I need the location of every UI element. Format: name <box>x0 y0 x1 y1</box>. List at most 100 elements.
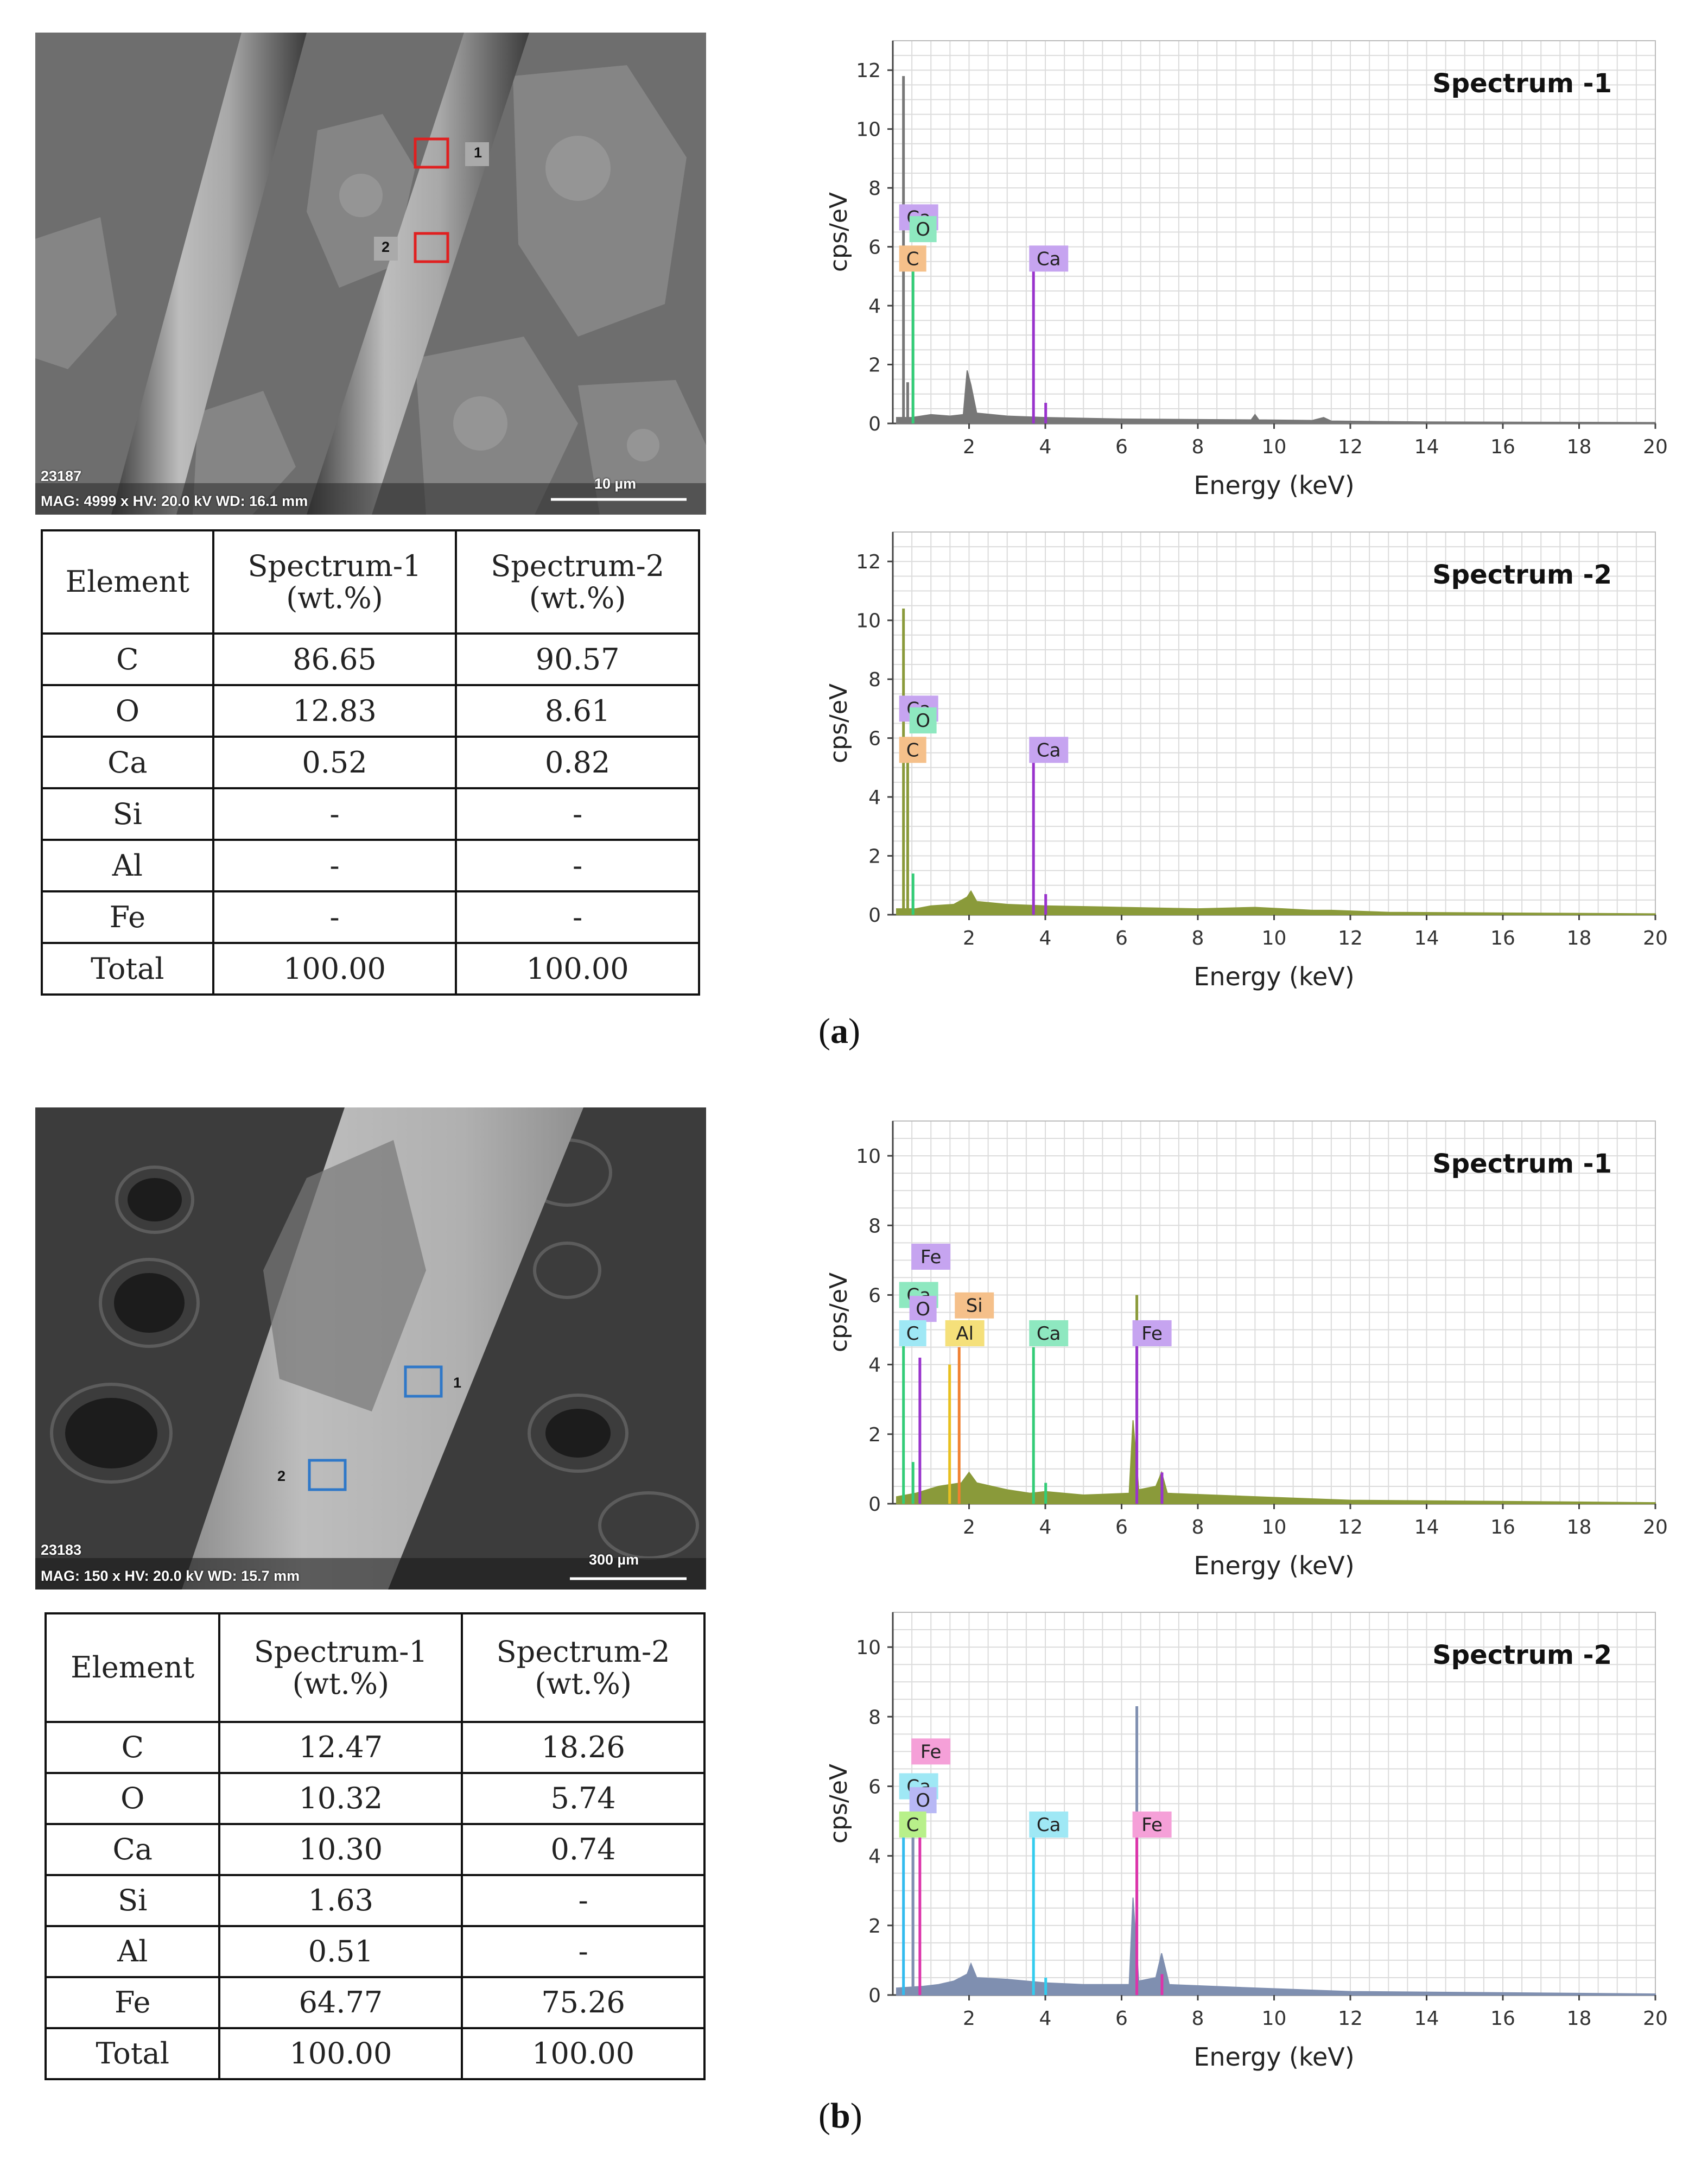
x-tick-label: 8 <box>1192 927 1204 949</box>
y-tick-label: 10 <box>856 119 881 141</box>
x-tick-label: 20 <box>1643 436 1668 458</box>
element-label: Fe <box>1141 1323 1163 1345</box>
x-tick-label: 18 <box>1567 927 1592 949</box>
chart-title: Spectrum -1 <box>1432 68 1612 99</box>
x-tick-label: 4 <box>1039 436 1052 458</box>
x-tick-label: 2 <box>963 1516 975 1538</box>
header-spectrum-1: Spectrum-1 (wt.%) <box>218 1612 463 1723</box>
x-tick-label: 16 <box>1490 436 1515 458</box>
element-label-bg <box>1029 737 1069 763</box>
element-label: Si <box>966 1295 983 1317</box>
caption-a: (a) <box>818 1011 860 1051</box>
y-tick-label: 2 <box>868 846 881 868</box>
element-label: C <box>906 1323 919 1345</box>
x-tick-label: 14 <box>1414 2008 1439 2030</box>
chart-svg: CaOCCa2468101214161820024681012Energy (k… <box>825 40 1668 500</box>
y-tick-label: 0 <box>868 904 881 927</box>
marker-box-1 <box>414 137 449 169</box>
x-tick-label: 14 <box>1414 1516 1439 1538</box>
table-row: O 12.83 8.61 <box>41 684 700 738</box>
y-tick-label: 10 <box>856 610 881 632</box>
x-tick-label: 10 <box>1262 1516 1287 1538</box>
element-label: O <box>916 710 930 732</box>
x-tick-label: 14 <box>1414 436 1439 458</box>
table-row: Si 1.63- <box>44 1874 706 1927</box>
x-axis-label: Energy (keV) <box>1193 1551 1354 1580</box>
eds-table-b: Element Spectrum-1 (wt.%) Spectrum-2 (wt.%… <box>44 1612 706 2080</box>
x-tick-label: 18 <box>1567 2008 1592 2030</box>
sem-info: MAG: 4999 x HV: 20.0 kV WD: 16.1 mm <box>41 493 308 509</box>
x-tick-label: 12 <box>1338 1516 1363 1538</box>
y-tick-label: 0 <box>868 1985 881 2007</box>
spectrum-area <box>896 370 1656 424</box>
header-spectrum-1: Spectrum-1 (wt.%) <box>212 529 458 635</box>
x-tick-label: 20 <box>1643 1516 1668 1538</box>
x-axis-label: Energy (keV) <box>1193 2042 1354 2072</box>
sem-id: 23183 <box>41 1542 82 1558</box>
eds-chart-a2: CaOCCa2468101214161820024681012Energy (k… <box>825 524 1672 1002</box>
eds-chart-b2: Fe Ca O C Ca Fe 2 4 6 8 10 12 14 16 18 20 0 2 4 6 8 10 Energy … <box>825 1604 1672 2082</box>
x-tick-label: 10 <box>1262 927 1287 949</box>
marker-box-1 <box>404 1365 443 1398</box>
table-row: Ca 10.30 0.74 <box>44 1823 706 1876</box>
x-tick-label: 10 <box>1262 2008 1287 2030</box>
x-tick-label: 8 <box>1192 436 1204 458</box>
marker-label-2: 2 <box>277 1468 286 1484</box>
element-label: O <box>916 1790 930 1812</box>
y-tick-label: 0 <box>868 413 881 435</box>
y-tick-label: 6 <box>868 237 881 259</box>
x-tick-label: 18 <box>1567 436 1592 458</box>
element-label: C <box>906 1814 919 1836</box>
y-tick-label: 2 <box>868 354 881 377</box>
table-row: Fe 64.77 75.26 <box>44 1976 706 2029</box>
table-row: Fe - - <box>41 890 700 944</box>
x-tick-label: 16 <box>1490 1516 1515 1538</box>
header-spectrum-2: Spectrum-2 (wt.%) <box>455 529 700 635</box>
y-tick-label: 2 <box>868 1424 881 1446</box>
y-axis-label: cps/eV <box>825 683 853 763</box>
chart-title: Spectrum -2 <box>1432 1640 1612 1670</box>
x-tick-label: 12 <box>1338 436 1363 458</box>
x-tick-label: 6 <box>1115 1516 1128 1538</box>
element-label: Ca <box>1037 248 1061 270</box>
spectrum-area <box>896 1420 1656 1504</box>
table-row: Si - - <box>41 787 700 841</box>
chart-title: Spectrum -2 <box>1432 560 1612 590</box>
x-tick-label: 8 <box>1192 2008 1204 2030</box>
y-tick-label: 0 <box>868 1493 881 1516</box>
x-tick-label: 4 <box>1039 2008 1052 2030</box>
sem-texture-a <box>35 33 706 515</box>
element-label-bg <box>955 1292 994 1319</box>
marker-box-2 <box>308 1459 347 1491</box>
x-tick-label: 20 <box>1643 927 1668 949</box>
element-label: Fe <box>920 1741 942 1763</box>
scale-bar-label: 300 µm <box>589 1552 639 1568</box>
chart-grid <box>892 1120 1656 1504</box>
y-tick-label: 4 <box>868 1846 881 1868</box>
element-label-bg <box>909 216 937 243</box>
sem-image-b: 1 2 23183 MAG: 150 x HV: 20.0 kV WD: 15.… <box>35 1107 706 1590</box>
element-label-bg <box>1029 1320 1069 1346</box>
y-tick-label: 4 <box>868 787 881 809</box>
element-label: Fe <box>920 1246 942 1268</box>
marker-label-1: 1 <box>453 1375 462 1391</box>
x-axis-label: Energy (keV) <box>1193 471 1354 500</box>
x-tick-label: 16 <box>1490 927 1515 949</box>
table-row: Ca 0.52 0.82 <box>41 736 700 789</box>
y-tick-label: 6 <box>868 1776 881 1798</box>
spectrum-area <box>896 1897 1656 1996</box>
y-tick-label: 10 <box>856 1145 881 1168</box>
element-label: Fe <box>1141 1814 1163 1836</box>
x-tick-label: 6 <box>1115 2008 1128 2030</box>
y-tick-label: 6 <box>868 728 881 750</box>
y-tick-label: 8 <box>868 669 881 691</box>
sem-image-a: 1 2 23187 MAG: 4999 x HV: 20.0 kV WD: 16… <box>35 33 706 515</box>
table-row: O 10.32 5.74 <box>44 1772 706 1825</box>
marker-label-1: 1 <box>474 144 482 161</box>
y-tick-label: 12 <box>856 551 881 573</box>
element-label-bg <box>945 1320 985 1346</box>
element-label: O <box>916 219 930 240</box>
y-tick-label: 10 <box>856 1637 881 1659</box>
